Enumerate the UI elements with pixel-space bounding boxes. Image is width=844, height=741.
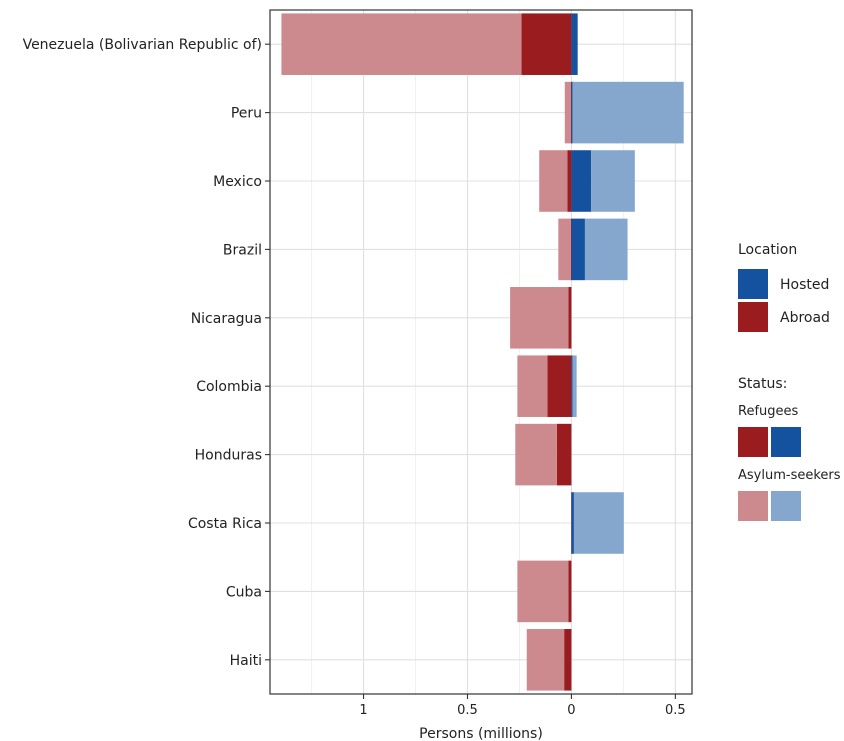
bar-abroad-asylum-seekers	[510, 287, 569, 349]
bar-abroad-refugees	[570, 218, 572, 281]
y-tick-label: Nicaragua	[191, 311, 262, 327]
x-axis-title: Persons (millions)	[419, 726, 543, 741]
y-tick-label: Cuba	[226, 584, 262, 600]
legend: Location Hosted Abroad Status: Refugees Asylu…	[738, 242, 841, 521]
legend-swatch-refugees-abroad	[738, 427, 768, 457]
y-tick-label: Honduras	[195, 448, 262, 464]
y-axis: Venezuela (Bolivarian Republic of) Peru Me…	[23, 37, 270, 669]
bar-abroad-asylum-seekers	[515, 423, 557, 486]
bar-hosted-refugees	[571, 355, 573, 417]
legend-swatch-asylum-seekers-hosted	[771, 491, 801, 521]
legend-status-label-asylum-seekers: Asylum-seekers	[738, 468, 841, 483]
bar-abroad-refugees	[556, 423, 572, 486]
legend-status-label-refugees: Refugees	[738, 404, 799, 419]
y-tick-label: Colombia	[196, 379, 262, 395]
legend-location-title: Location	[738, 242, 797, 258]
bar-abroad-asylum-seekers	[558, 218, 571, 281]
bar-hosted-asylum-seekers	[573, 492, 624, 554]
bar-hosted-refugees	[571, 492, 574, 554]
bar-abroad-refugees	[567, 150, 572, 212]
bar-abroad-asylum-seekers	[517, 355, 548, 417]
legend-swatch-refugees-hosted	[771, 427, 801, 457]
bar-abroad-asylum-seekers	[539, 150, 568, 212]
bar-abroad-asylum-seekers	[517, 560, 569, 623]
legend-status-title: Status:	[738, 376, 787, 392]
bar-hosted-asylum-seekers	[584, 218, 628, 281]
grid	[270, 10, 692, 694]
y-tick-label: Venezuela (Bolivarian Republic of)	[23, 37, 262, 53]
bar-abroad-refugees	[568, 560, 572, 623]
legend-swatch-hosted	[738, 269, 768, 299]
legend-label-abroad: Abroad	[780, 310, 830, 326]
y-tick-label: Brazil	[223, 242, 262, 258]
legend-swatch-asylum-seekers-abroad	[738, 491, 768, 521]
bar-abroad-refugees	[521, 13, 572, 75]
y-tick-label: Haiti	[230, 653, 262, 669]
y-tick-label: Mexico	[213, 174, 262, 190]
bar-hosted-refugees	[571, 218, 585, 281]
bar-abroad-refugees	[547, 355, 572, 417]
bar-hosted-refugees	[571, 13, 578, 75]
bar-hosted-refugees	[571, 81, 573, 144]
bar-abroad-refugees	[564, 629, 572, 691]
x-tick-label: 1	[359, 703, 367, 718]
bar-hosted-asylum-seekers	[572, 355, 577, 417]
bar-abroad-asylum-seekers	[281, 13, 522, 75]
x-axis: 1 0.5 0 0.5	[359, 694, 686, 718]
bar-hosted-asylum-seekers	[591, 150, 635, 212]
legend-swatch-abroad	[738, 302, 768, 332]
bar-abroad-asylum-seekers	[564, 81, 572, 144]
legend-label-hosted: Hosted	[780, 277, 829, 293]
bars	[281, 13, 684, 691]
y-tick-label: Peru	[231, 106, 262, 122]
x-tick-label: 0.5	[665, 703, 686, 718]
bar-abroad-refugees	[568, 287, 572, 349]
y-tick-label: Costa Rica	[188, 516, 262, 532]
bar-abroad-asylum-seekers	[526, 629, 565, 691]
bar-abroad-refugees	[571, 81, 572, 144]
bar-hosted-refugees	[571, 150, 592, 212]
x-tick-label: 0	[567, 703, 575, 718]
x-tick-label: 0.5	[457, 703, 478, 718]
plot-panel-border	[269, 9, 693, 695]
bar-hosted-asylum-seekers	[572, 81, 684, 144]
